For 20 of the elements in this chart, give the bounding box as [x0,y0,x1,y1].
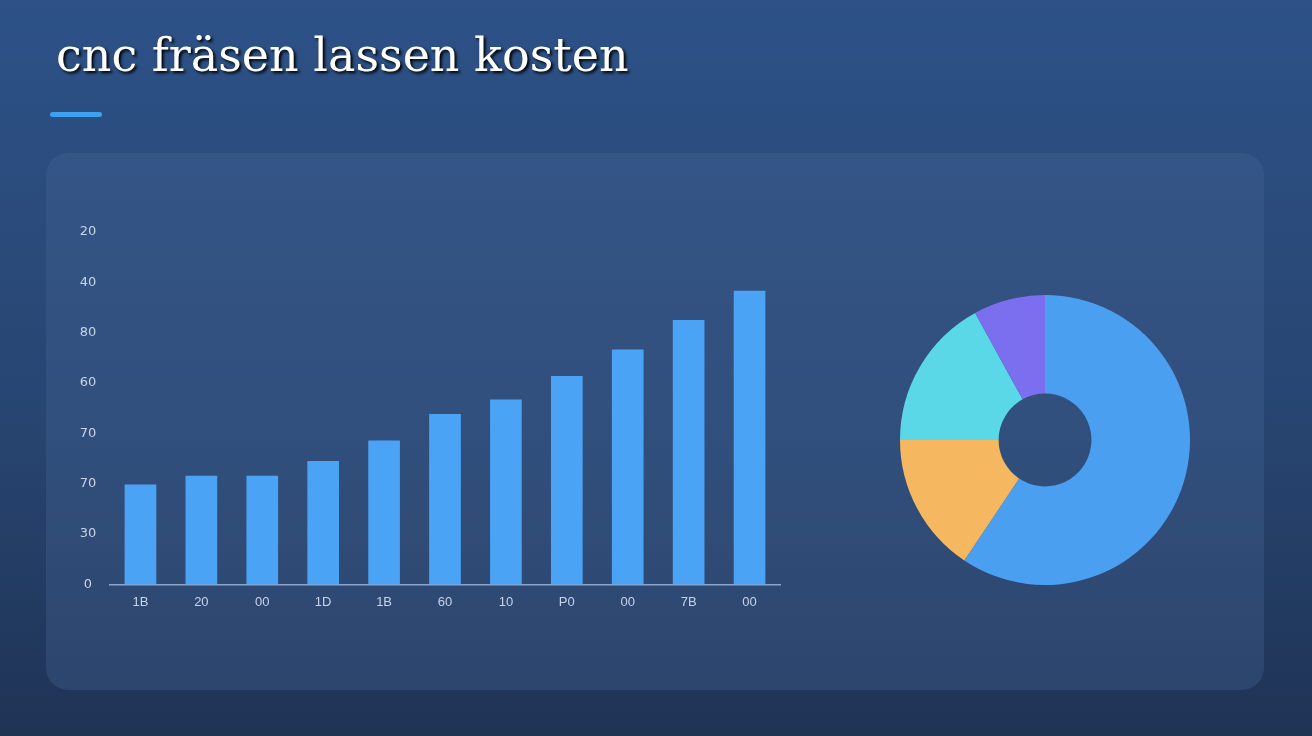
x-tick-label: P0 [558,593,575,609]
x-tick-label: 60 [437,593,453,609]
x-tick-label: 00 [742,593,757,609]
text: 70 [79,475,97,491]
text: 0 [83,575,93,591]
x-tick-label: 1B [376,593,393,609]
x-tick-label: 7B [680,593,697,609]
chart-title: cnc fräsen lassen kosten [56,28,629,82]
text: 30 [79,525,97,541]
x-tick-label: 20 [194,593,209,609]
text: 70 [79,424,97,440]
x-tick-label: 00 [620,593,635,609]
x-tick-label: 00 [255,593,270,609]
text: 60 [79,374,97,390]
text: 40 [79,273,97,289]
x-tick-label: 1D [314,593,332,609]
x-tick-label: 1B [132,593,149,609]
x-tick-label: 10 [498,593,514,609]
text: 20 [79,223,97,239]
text: 80 [79,324,97,340]
